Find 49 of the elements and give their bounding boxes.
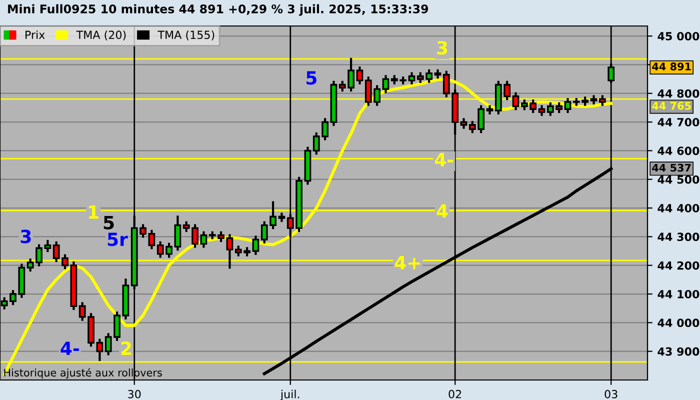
candlestick: [486, 105, 494, 114]
y-tick-label: 44 700: [658, 118, 700, 126]
y-tick-label: 44 500: [658, 175, 700, 184]
candlestick: [382, 75, 390, 93]
candlestick: [538, 105, 546, 116]
candlestick: [148, 230, 156, 250]
candlestick: [590, 95, 598, 104]
candlestick: [356, 66, 364, 84]
annotation: 4-: [60, 342, 79, 355]
y-tick-label: 43 900: [658, 347, 700, 356]
y-tick-label: 44 000: [658, 318, 700, 328]
candlestick: [226, 234, 234, 269]
y-tick-label: 44 800: [658, 89, 700, 98]
legend-label: Prix: [26, 30, 45, 39]
candlestick: [200, 231, 208, 248]
y-tick-label: 44 200: [658, 261, 700, 270]
x-tick-label: juil.: [280, 390, 300, 400]
annotation: 5: [104, 216, 114, 230]
annotation: 4-: [434, 153, 454, 166]
x-tick-label: 02: [448, 390, 462, 398]
candlestick: [408, 72, 416, 84]
legend-label: TMA (20): [76, 30, 126, 40]
x-tick-label: 30: [128, 390, 141, 398]
y-tick-label: 44 100: [658, 290, 700, 298]
y-tick-label: 44 400: [658, 204, 700, 212]
candlestick: [174, 216, 182, 251]
candlestick: [252, 236, 260, 255]
candlestick: [278, 212, 286, 222]
annotation: 5r: [108, 232, 128, 246]
candlestick: [564, 98, 572, 114]
text: 44 537: [652, 164, 691, 172]
annotation: 4: [436, 204, 448, 218]
legend-label: TMA (155): [158, 30, 214, 40]
text: 44 765: [652, 102, 691, 110]
candlestick: [434, 69, 442, 79]
text: 44 891: [652, 62, 691, 70]
annotation: 5: [306, 71, 316, 85]
chart-title: Mini Full0925 10 minutes 44 891 +0,29 % 3 juil. 2025, 15:33:39: [8, 4, 428, 16]
y-tick-label: 44 300: [658, 232, 700, 242]
candlestick: [512, 92, 520, 110]
y-tick-label: 44 600: [658, 146, 700, 156]
x-tick-label: 03: [604, 390, 618, 398]
annotation: 4+: [394, 256, 420, 270]
annotation: 2: [121, 341, 131, 355]
annotation: 3: [20, 230, 31, 244]
annotation: 1: [88, 205, 98, 219]
candlestick: [460, 118, 468, 129]
y-tick-label: 45 000: [658, 32, 700, 40]
annotation: 3: [437, 40, 448, 55]
